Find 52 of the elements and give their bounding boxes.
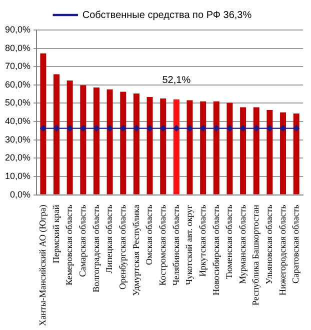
bar [186, 100, 193, 194]
y-tick-label: 20,0% [4, 152, 31, 163]
x-tick-label: Ульяновская область [264, 204, 274, 284]
x-tick-label: Иркутская область [197, 204, 208, 277]
x-tick-label: Костромская область [157, 204, 168, 286]
x-tick-label: Омская область [144, 204, 154, 265]
bar [54, 74, 60, 194]
legend-label: Собственные средства по РФ 36,3% [82, 10, 252, 21]
bar [200, 101, 206, 194]
x-tick-label: Нижегородская область [277, 204, 288, 296]
bar [240, 107, 246, 194]
x-tick-label: Липецкая область [104, 204, 114, 274]
y-tick-label: 50,0% [4, 98, 31, 108]
x-tick-label: Волгоградская область [90, 204, 101, 292]
x-tick-label: Оренбургская область [117, 204, 128, 290]
y-tick-label: 30,0% [4, 134, 31, 144]
bar [173, 99, 180, 194]
bar [66, 80, 73, 194]
bar [93, 87, 100, 194]
x-tick-label: Удмуртская Республика [130, 204, 141, 296]
bar [40, 53, 46, 194]
x-tick-label: Челябинская область [170, 204, 181, 286]
bar [226, 102, 233, 194]
y-tick-label: 80,0% [4, 42, 31, 53]
bar [293, 113, 300, 194]
y-tick-label: 70,0% [4, 61, 31, 72]
bar [146, 97, 153, 194]
y-tick-label: 40,0% [4, 116, 31, 126]
x-tick-label: Кемеровская область [64, 204, 74, 286]
x-tick-label: Чукотский авт. округ [184, 204, 194, 285]
x-tick-label: Самарская область [78, 204, 88, 277]
x-tick-label: Мурманская область [237, 204, 248, 284]
x-tick-label: Тюменская область [224, 204, 234, 279]
x-tick-label: Саратовская область [290, 204, 301, 284]
bar [106, 89, 113, 194]
annotation: 52,1% [162, 75, 191, 86]
x-tick-label: Республика Башкортостан [250, 204, 261, 306]
y-tick-label: 60,0% [4, 79, 31, 90]
bar [133, 94, 140, 194]
bar [160, 98, 166, 194]
y-tick-label: 90,0% [4, 24, 31, 34]
x-tick-label: Ханты-Мансийский АО (Югра) [38, 204, 48, 326]
y-tick-label: 0,0% [10, 189, 31, 200]
x-tick-label: Новосибирская область [210, 204, 221, 296]
bar [280, 112, 286, 194]
x-tick-label: Пермский край [50, 204, 61, 264]
bar [80, 85, 86, 194]
y-tick-label: 10,0% [4, 170, 31, 181]
bar [266, 110, 273, 194]
bar [120, 92, 126, 194]
bar [213, 101, 220, 194]
bar [253, 107, 260, 194]
